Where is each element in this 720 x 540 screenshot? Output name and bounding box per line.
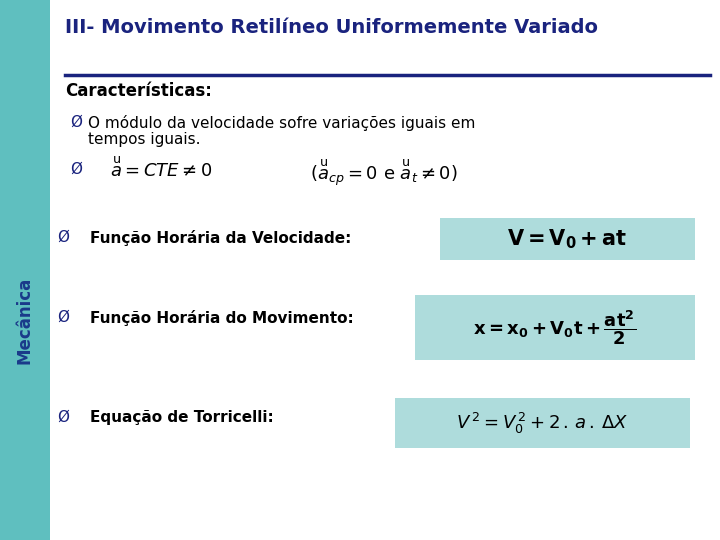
Text: $\mathbf{x = x_0 + V_0 t + \dfrac{at^2}{2}}$: $\mathbf{x = x_0 + V_0 t + \dfrac{at^2}{…: [474, 308, 636, 347]
Text: Função Horária da Velocidade:: Função Horária da Velocidade:: [90, 230, 351, 246]
Text: Ø: Ø: [57, 410, 69, 425]
Text: O módulo da velocidade sofre variações iguais em: O módulo da velocidade sofre variações i…: [88, 115, 475, 131]
Bar: [415, 295, 695, 360]
Text: $V^{\,2} = V_0^{\,2} + 2\,.\,a\,.\,\Delta X$: $V^{\,2} = V_0^{\,2} + 2\,.\,a\,.\,\Delt…: [456, 410, 629, 436]
Text: tempos iguais.: tempos iguais.: [88, 132, 200, 147]
Text: Função Horária do Movimento:: Função Horária do Movimento:: [90, 310, 354, 326]
Text: $(\overset{\mathrm{u}}{a}_{cp} = 0\ \mathrm{e}\ \overset{\mathrm{u}}{a}_{t} \neq: $(\overset{\mathrm{u}}{a}_{cp} = 0\ \mat…: [310, 157, 458, 187]
Text: $\mathbf{V = V_0 + at}$: $\mathbf{V = V_0 + at}$: [508, 227, 628, 251]
Text: Ø: Ø: [57, 310, 69, 325]
Text: III- Movimento Retilíneo Uniformemente Variado: III- Movimento Retilíneo Uniformemente V…: [65, 18, 598, 37]
Text: Equação de Torricelli:: Equação de Torricelli:: [90, 410, 274, 425]
Text: Características:: Características:: [65, 82, 212, 100]
Text: Ø: Ø: [70, 162, 82, 177]
Text: Mecânica: Mecânica: [16, 276, 34, 363]
Text: Ø: Ø: [57, 230, 69, 245]
Text: Ø: Ø: [70, 115, 82, 130]
Bar: [0, 0, 50, 540]
Bar: [440, 218, 695, 260]
Bar: [395, 398, 690, 448]
Text: $\overset{\mathrm{u}}{a} = CTE \neq 0$: $\overset{\mathrm{u}}{a} = CTE \neq 0$: [110, 157, 212, 181]
